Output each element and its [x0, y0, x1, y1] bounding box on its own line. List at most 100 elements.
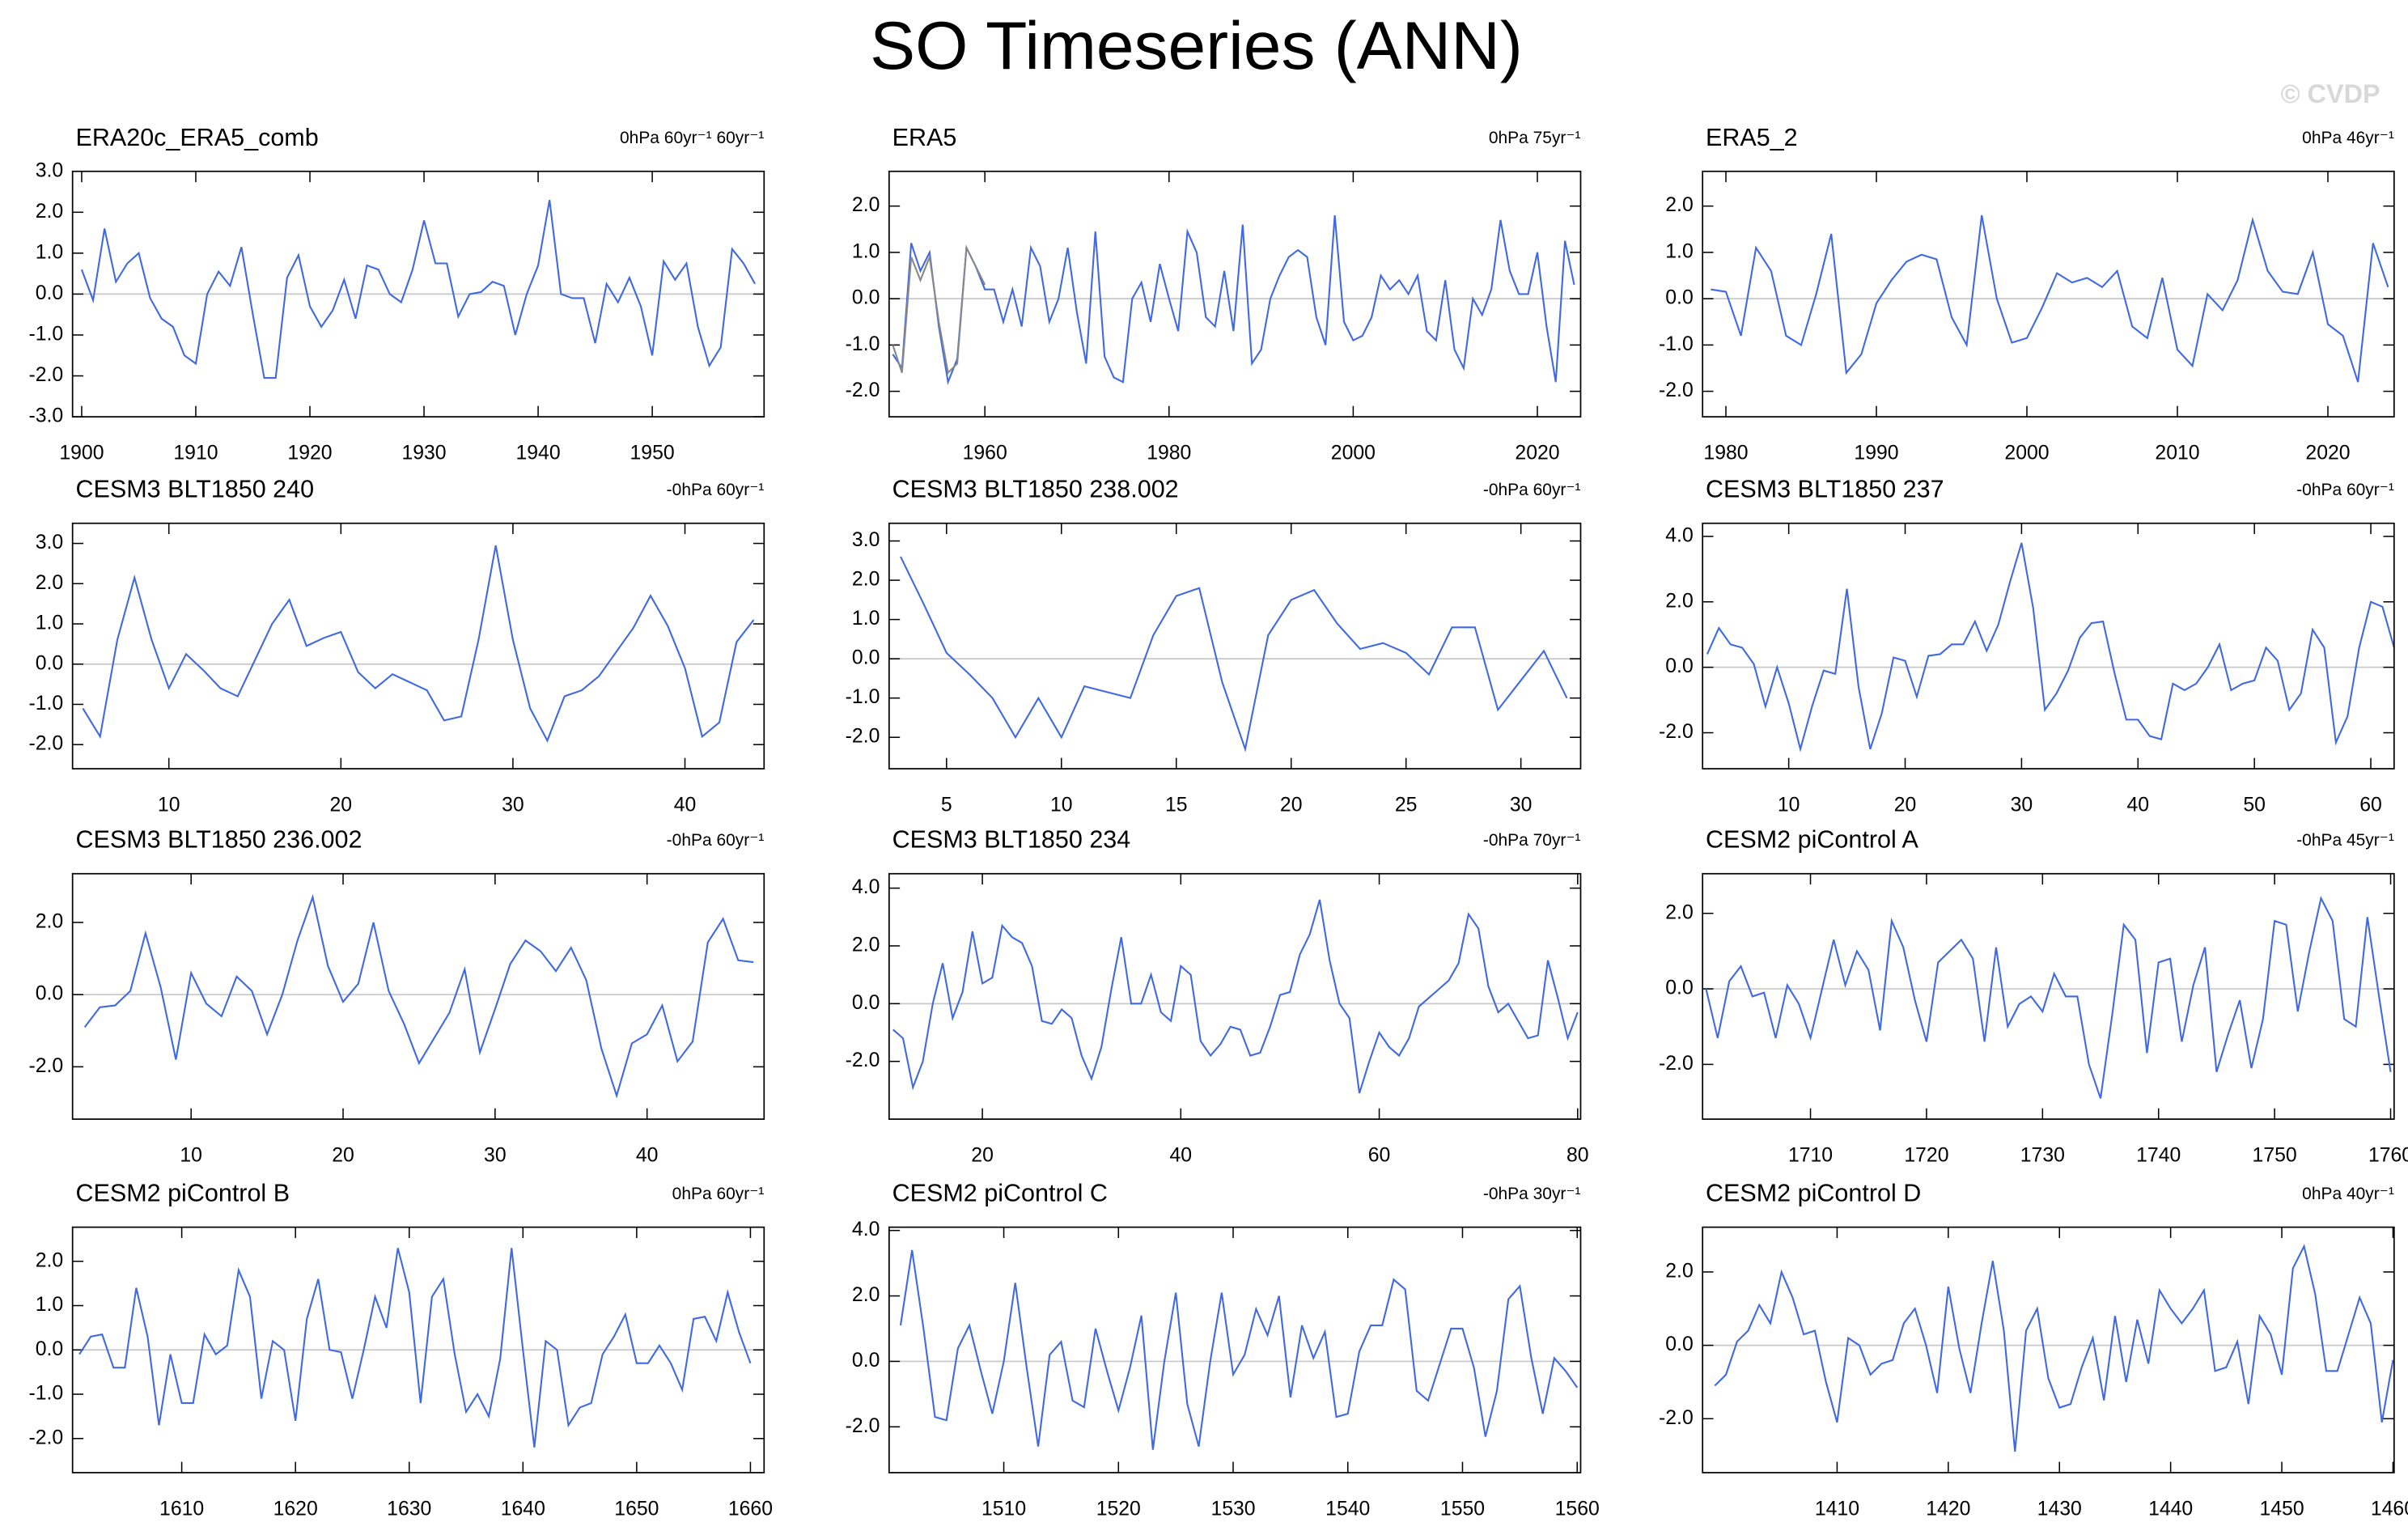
plot-frame — [1702, 872, 2395, 1120]
y-tick-label: 2.0 — [852, 935, 880, 956]
y-tick-label: 2.0 — [852, 569, 880, 591]
x-tick-label: 10 — [158, 794, 180, 816]
panel-annotation: 0hPa 60yr⁻¹ 60yr⁻¹ — [620, 129, 764, 147]
x-tick-label: 40 — [2127, 794, 2150, 816]
panel-annotation: -0hPa 30yr⁻¹ — [1483, 1185, 1581, 1203]
series-line — [83, 893, 754, 1099]
y-tick-label: 2.0 — [1665, 1260, 1693, 1282]
panel-title: CESM3 BLT1850 234 — [892, 826, 1131, 854]
x-tick-label: 1720 — [1904, 1144, 1948, 1166]
y-tick-label: 2.0 — [36, 911, 63, 933]
y-tick-label: 0.0 — [36, 652, 63, 674]
x-tick-label: 1980 — [1147, 442, 1191, 464]
plot-frame — [1702, 1226, 2395, 1474]
y-tick-label: -2.0 — [846, 1415, 880, 1437]
x-tick-label: 10 — [1050, 794, 1073, 816]
x-tick-label: 25 — [1395, 794, 1418, 816]
plot-frame — [888, 1226, 1582, 1474]
plot-frame — [71, 170, 765, 418]
x-tick-label: 1560 — [1555, 1498, 1600, 1520]
series-line — [899, 1249, 1579, 1450]
panel-annotation: -0hPa 60yr⁻¹ — [667, 831, 765, 850]
x-tick-label: 1950 — [630, 442, 675, 464]
panel-title: ERA5 — [892, 124, 957, 151]
y-tick-label: -2.0 — [29, 364, 64, 386]
x-tick-label: 15 — [1165, 794, 1188, 816]
plot-frame — [888, 522, 1582, 770]
x-tick-label: 60 — [1368, 1144, 1391, 1166]
y-tick-label: 4.0 — [1665, 524, 1693, 546]
main-title: SO Timeseries (ANN) — [870, 7, 1523, 83]
y-tick-label: 1.0 — [36, 613, 63, 634]
y-tick-label: 1.0 — [36, 241, 63, 263]
x-tick-label: 20 — [332, 1144, 354, 1166]
panel-annotation: -0hPa 60yr⁻¹ — [1483, 481, 1581, 499]
y-tick-label: -2.0 — [1659, 380, 1694, 401]
x-tick-label: 1510 — [981, 1498, 1026, 1520]
panel-annotation: -0hPa 60yr⁻¹ — [667, 481, 765, 499]
y-tick-label: 0.0 — [852, 647, 880, 669]
x-tick-label: 1410 — [1815, 1498, 1859, 1520]
series-line — [80, 199, 756, 380]
x-tick-label: 1530 — [1210, 1498, 1255, 1520]
y-tick-label: 4.0 — [852, 876, 880, 898]
y-tick-label: -2.0 — [1659, 1407, 1694, 1429]
series-line — [892, 215, 1575, 386]
y-tick-label: 1.0 — [1665, 240, 1693, 262]
y-tick-label: 1.0 — [36, 1294, 63, 1316]
panel-title: ERA20c_ERA5_comb — [75, 124, 318, 151]
x-tick-label: 1760 — [2368, 1144, 2408, 1166]
panel-title: CESM2 piControl D — [1706, 1180, 1921, 1207]
series-line — [1706, 542, 2395, 753]
x-tick-label: 1750 — [2253, 1144, 2297, 1166]
y-tick-label: -2.0 — [846, 1049, 880, 1071]
y-tick-label: 0.0 — [852, 1350, 880, 1372]
x-tick-label: 1980 — [1703, 442, 1748, 464]
y-tick-label: 2.0 — [1665, 901, 1693, 923]
x-tick-label: 1610 — [159, 1498, 204, 1520]
y-tick-label: 2.0 — [36, 201, 63, 223]
panel-title: CESM3 BLT1850 238.002 — [892, 476, 1179, 503]
y-tick-label: 0.0 — [852, 287, 880, 309]
x-tick-label: 20 — [971, 1144, 994, 1166]
x-tick-label: 1930 — [401, 442, 446, 464]
panel-title: ERA5_2 — [1706, 124, 1798, 151]
panel-annotation: -0hPa 70yr⁻¹ — [1483, 831, 1581, 850]
x-tick-label: 1520 — [1096, 1498, 1141, 1520]
x-tick-label: 60 — [2359, 794, 2382, 816]
plot-frame — [71, 872, 765, 1120]
panel-annotation: 0hPa 46yr⁻¹ — [2302, 129, 2394, 147]
x-tick-label: 50 — [2243, 794, 2266, 816]
y-tick-label: -2.0 — [846, 380, 880, 401]
x-tick-label: 40 — [1170, 1144, 1193, 1166]
x-tick-label: 1920 — [287, 442, 332, 464]
panel-title: CESM2 piControl B — [75, 1180, 290, 1207]
panel-annotation: -0hPa 45yr⁻¹ — [2296, 831, 2394, 850]
x-tick-label: 1540 — [1325, 1498, 1370, 1520]
x-tick-label: 2000 — [2004, 442, 2049, 464]
y-tick-label: 0.0 — [852, 992, 880, 1014]
x-tick-label: 1990 — [1854, 442, 1898, 464]
y-tick-label: 2.0 — [1665, 590, 1693, 612]
panel-annotation: -0hPa 60yr⁻¹ — [2296, 481, 2394, 499]
plot-frame — [888, 872, 1582, 1120]
series-line — [1711, 214, 2389, 383]
x-tick-label: 1640 — [501, 1498, 545, 1520]
x-tick-label: 1660 — [728, 1498, 773, 1520]
x-tick-label: 2020 — [2305, 442, 2350, 464]
x-tick-label: 2020 — [1515, 442, 1559, 464]
x-tick-label: 1650 — [614, 1498, 659, 1520]
y-tick-label: -1.0 — [846, 333, 880, 355]
x-tick-label: 20 — [1894, 794, 1917, 816]
x-tick-label: 1940 — [516, 442, 561, 464]
plot-frame — [71, 1226, 765, 1474]
y-tick-label: -2.0 — [1659, 721, 1694, 743]
x-tick-label: 1550 — [1440, 1498, 1485, 1520]
x-tick-label: 20 — [330, 794, 353, 816]
x-tick-label: 2010 — [2155, 442, 2199, 464]
x-tick-label: 40 — [636, 1144, 659, 1166]
plot-frame — [1702, 170, 2395, 418]
x-tick-label: 40 — [674, 794, 697, 816]
